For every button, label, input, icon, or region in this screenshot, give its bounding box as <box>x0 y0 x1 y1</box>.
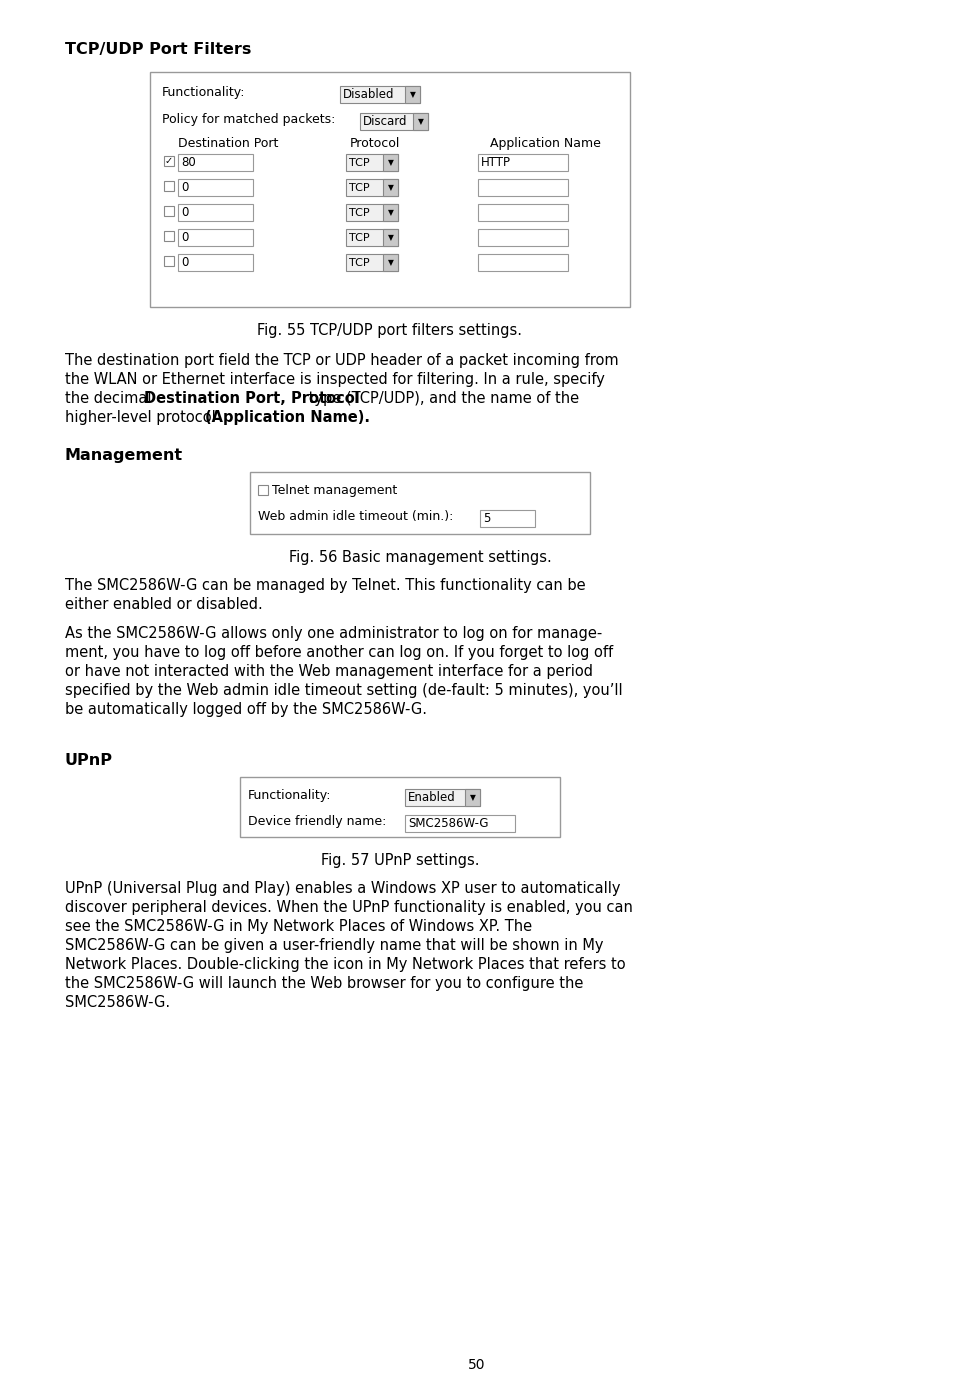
Bar <box>464 788 479 806</box>
Text: Device friendly name:: Device friendly name: <box>248 815 386 829</box>
Bar <box>346 254 397 271</box>
Bar <box>477 179 567 196</box>
Text: ▼: ▼ <box>409 90 415 99</box>
Text: ▼: ▼ <box>387 258 393 266</box>
Bar <box>164 255 173 266</box>
Text: 0: 0 <box>181 230 188 244</box>
Bar <box>240 777 559 837</box>
Text: 0: 0 <box>181 255 188 269</box>
Text: Functionality:: Functionality: <box>162 86 245 99</box>
Text: Fig. 55 TCP/UDP port filters settings.: Fig. 55 TCP/UDP port filters settings. <box>257 323 522 339</box>
Text: Enabled: Enabled <box>408 791 456 804</box>
Text: discover peripheral devices. When the UPnP functionality is enabled, you can: discover peripheral devices. When the UP… <box>65 899 632 915</box>
Text: TCP: TCP <box>349 157 369 168</box>
Text: be automatically logged off by the SMC2586W-G.: be automatically logged off by the SMC25… <box>65 702 427 718</box>
Bar <box>346 179 397 196</box>
Bar <box>405 788 479 806</box>
Text: Disabled: Disabled <box>343 87 395 101</box>
Text: TCP: TCP <box>349 182 369 193</box>
Text: 0: 0 <box>181 180 188 194</box>
Text: (Application Name).: (Application Name). <box>205 409 370 425</box>
Text: 0: 0 <box>181 205 188 219</box>
Bar <box>382 229 397 246</box>
Bar <box>479 509 535 527</box>
Text: Web admin idle timeout (min.):: Web admin idle timeout (min.): <box>257 509 453 523</box>
Text: TCP/UDP Port Filters: TCP/UDP Port Filters <box>65 42 251 57</box>
Text: SMC2586W-G can be given a user-friendly name that will be shown in My: SMC2586W-G can be given a user-friendly … <box>65 938 603 954</box>
Bar <box>382 154 397 171</box>
Text: ment, you have to log off before another can log on. If you forget to log off: ment, you have to log off before another… <box>65 645 613 661</box>
Text: higher-level protocol: higher-level protocol <box>65 409 220 425</box>
Bar <box>164 155 173 167</box>
Text: Functionality:: Functionality: <box>248 788 331 802</box>
Text: ▼: ▼ <box>387 208 393 217</box>
Bar <box>178 179 253 196</box>
Text: Application Name: Application Name <box>490 137 600 150</box>
Bar <box>477 204 567 221</box>
Bar <box>405 86 419 103</box>
Text: The SMC2586W-G can be managed by Telnet. This functionality can be: The SMC2586W-G can be managed by Telnet.… <box>65 577 585 593</box>
Bar <box>346 204 397 221</box>
Text: 5: 5 <box>482 512 490 525</box>
Bar <box>164 205 173 217</box>
Bar <box>346 229 397 246</box>
Bar <box>382 204 397 221</box>
Text: or have not interacted with the Web management interface for a period: or have not interacted with the Web mana… <box>65 663 593 679</box>
Text: Management: Management <box>65 448 183 464</box>
Text: Fig. 57 UPnP settings.: Fig. 57 UPnP settings. <box>320 854 478 868</box>
Text: Destination Port, Protocol: Destination Port, Protocol <box>144 391 359 407</box>
Bar <box>150 72 629 307</box>
Text: Protocol: Protocol <box>350 137 400 150</box>
Text: As the SMC2586W-G allows only one administrator to log on for manage-: As the SMC2586W-G allows only one admini… <box>65 626 601 641</box>
Text: specified by the Web admin idle timeout setting (de-fault: 5 minutes), you’ll: specified by the Web admin idle timeout … <box>65 683 622 698</box>
Bar <box>178 254 253 271</box>
Text: TCP: TCP <box>349 233 369 243</box>
Text: ▼: ▼ <box>387 183 393 192</box>
Text: 80: 80 <box>181 155 195 169</box>
Text: HTTP: HTTP <box>480 155 511 169</box>
Bar <box>477 154 567 171</box>
Text: Fig. 56 Basic management settings.: Fig. 56 Basic management settings. <box>289 550 551 565</box>
Text: ▼: ▼ <box>387 233 393 242</box>
Text: the WLAN or Ethernet interface is inspected for filtering. In a rule, specify: the WLAN or Ethernet interface is inspec… <box>65 372 604 387</box>
Text: The destination port field the TCP or UDP header of a packet incoming from: The destination port field the TCP or UD… <box>65 353 618 368</box>
Bar <box>250 472 589 534</box>
Bar <box>178 154 253 171</box>
Bar <box>164 230 173 242</box>
Text: TCP: TCP <box>349 207 369 218</box>
Bar <box>346 154 397 171</box>
Bar <box>339 86 419 103</box>
Bar <box>382 179 397 196</box>
Text: Discard: Discard <box>363 115 407 128</box>
Bar <box>382 254 397 271</box>
Bar <box>405 815 515 831</box>
Text: either enabled or disabled.: either enabled or disabled. <box>65 597 262 612</box>
Text: Network Places. Double-clicking the icon in My Network Places that refers to: Network Places. Double-clicking the icon… <box>65 956 625 972</box>
Text: UPnP (Universal Plug and Play) enables a Windows XP user to automatically: UPnP (Universal Plug and Play) enables a… <box>65 881 619 897</box>
Bar <box>164 180 173 192</box>
Text: SMC2586W-G.: SMC2586W-G. <box>65 995 170 1010</box>
Bar <box>257 484 268 496</box>
Text: ▼: ▼ <box>469 793 475 802</box>
Text: see the SMC2586W-G in My Network Places of Windows XP. The: see the SMC2586W-G in My Network Places … <box>65 919 532 934</box>
Text: the decimal: the decimal <box>65 391 156 407</box>
Text: the SMC2586W-G will launch the Web browser for you to configure the: the SMC2586W-G will launch the Web brows… <box>65 976 583 991</box>
Text: Telnet management: Telnet management <box>272 484 396 497</box>
Bar <box>477 229 567 246</box>
Bar <box>413 112 428 130</box>
Text: 50: 50 <box>468 1357 485 1371</box>
Bar <box>178 204 253 221</box>
Text: Policy for matched packets:: Policy for matched packets: <box>162 112 335 126</box>
Bar <box>359 112 428 130</box>
Text: ▼: ▼ <box>387 158 393 167</box>
Bar <box>477 254 567 271</box>
Text: SMC2586W-G: SMC2586W-G <box>408 818 488 830</box>
Text: type (TCP/UDP), and the name of the: type (TCP/UDP), and the name of the <box>304 391 578 407</box>
Text: Destination Port: Destination Port <box>178 137 278 150</box>
Text: UPnP: UPnP <box>65 754 112 768</box>
Text: ✓: ✓ <box>165 155 172 167</box>
Bar <box>178 229 253 246</box>
Text: ▼: ▼ <box>417 117 423 126</box>
Text: TCP: TCP <box>349 258 369 268</box>
